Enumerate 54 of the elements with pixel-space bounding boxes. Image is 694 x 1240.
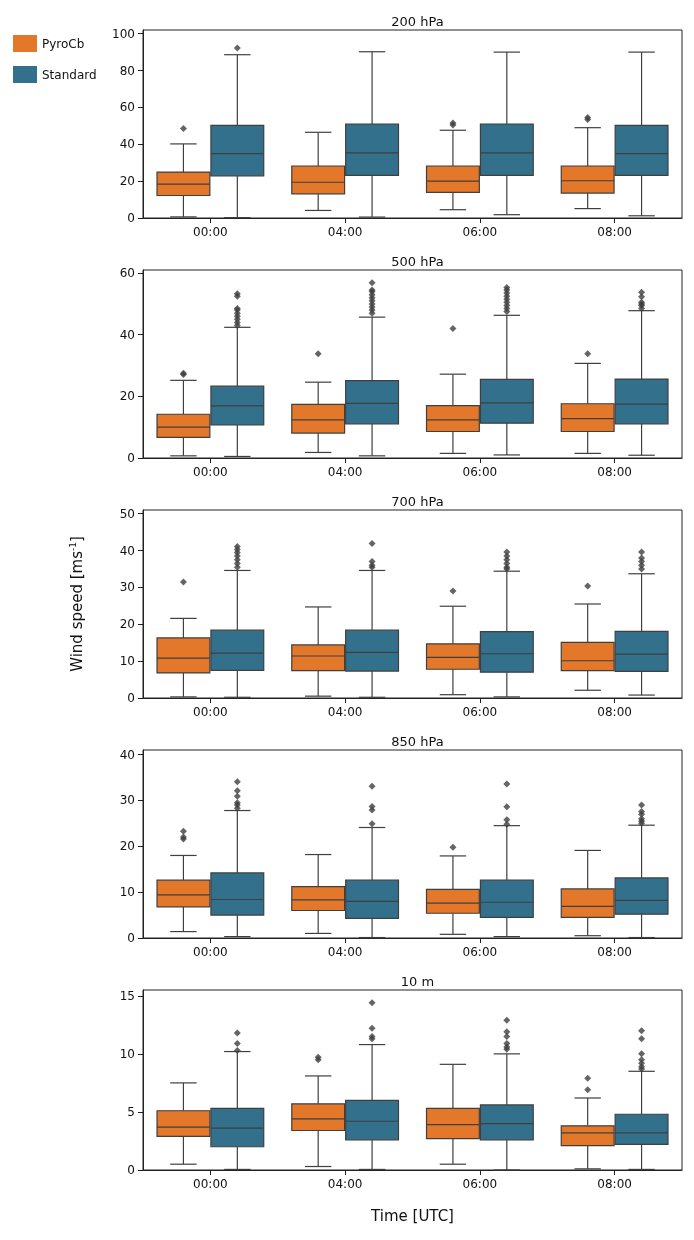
x-axis-title: Time [UTC]: [370, 1206, 454, 1225]
y-tick-label: 10: [119, 1046, 135, 1061]
y-tick-label: 5: [127, 1104, 135, 1119]
y-tick-label: 50: [119, 506, 135, 521]
x-tick-label: 00:00: [193, 945, 228, 959]
x-tick-label: 08:00: [597, 945, 632, 959]
x-tick-label: 08:00: [597, 1177, 632, 1191]
y-tick-label: 0: [127, 931, 135, 945]
y-tick-label: 60: [119, 100, 135, 115]
legend-label: Standard: [42, 67, 97, 82]
y-tick-label: 20: [119, 389, 135, 404]
x-tick-label: 04:00: [327, 225, 363, 239]
y-tick-label: 30: [119, 580, 135, 595]
x-tick-label: 06:00: [462, 945, 498, 959]
chart-title: 10 m: [400, 974, 435, 989]
y-tick-label: 40: [119, 137, 135, 152]
y-tick-label: 0: [127, 1163, 135, 1177]
x-tick-label: 00:00: [193, 705, 228, 719]
chart-title: 500 hPa: [391, 254, 444, 269]
x-tick-label: 04:00: [327, 705, 363, 719]
y-tick-label: 40: [119, 747, 135, 762]
y-tick-label: 100: [112, 26, 135, 41]
x-tick-label: 04:00: [327, 945, 363, 959]
x-tick-label: 06:00: [462, 1177, 498, 1191]
x-tick-label: 06:00: [462, 465, 498, 479]
y-tick-label: 20: [119, 839, 135, 854]
y-tick-label: 0: [127, 451, 135, 465]
y-tick-label: 40: [119, 327, 135, 342]
x-tick-label: 00:00: [193, 225, 228, 239]
y-tick-label: 30: [119, 793, 135, 808]
y-axis-title: Wind speed [ms-1]: [67, 536, 86, 672]
x-tick-label: 04:00: [327, 465, 363, 479]
x-tick-label: 06:00: [462, 705, 498, 719]
y-tick-label: 10: [119, 654, 135, 669]
chart-title: 850 hPa: [391, 734, 444, 749]
x-tick-label: 08:00: [597, 705, 632, 719]
y-tick-label: 40: [119, 543, 135, 558]
x-tick-label: 08:00: [597, 465, 632, 479]
y-tick-label: 15: [119, 988, 135, 1003]
legend-label: PyroCb: [42, 36, 85, 51]
y-tick-label: 0: [127, 691, 135, 705]
chart-title: 700 hPa: [391, 494, 444, 509]
y-tick-label: 20: [119, 174, 135, 189]
x-tick-label: 04:00: [327, 1177, 363, 1191]
y-tick-label: 80: [119, 63, 135, 78]
y-tick-label: 0: [127, 211, 135, 225]
x-tick-label: 00:00: [193, 1177, 228, 1191]
x-tick-label: 00:00: [193, 465, 228, 479]
y-tick-label: 10: [119, 885, 135, 900]
y-tick-label: 20: [119, 617, 135, 632]
x-tick-label: 06:00: [462, 225, 498, 239]
chart-title: 200 hPa: [391, 14, 444, 29]
y-tick-label: 60: [119, 266, 135, 281]
x-tick-label: 08:00: [597, 225, 632, 239]
